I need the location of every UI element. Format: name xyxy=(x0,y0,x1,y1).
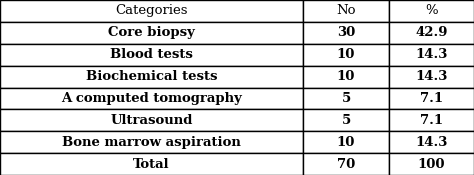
Text: 7.1: 7.1 xyxy=(420,114,443,127)
Text: 14.3: 14.3 xyxy=(415,70,447,83)
Text: 100: 100 xyxy=(418,158,445,171)
Bar xyxy=(0,131,303,153)
Text: Categories: Categories xyxy=(116,4,188,18)
Text: 7.1: 7.1 xyxy=(420,92,443,105)
Bar xyxy=(303,66,389,88)
Bar xyxy=(389,131,474,153)
Text: 42.9: 42.9 xyxy=(415,26,447,39)
Bar xyxy=(0,0,303,22)
Bar xyxy=(0,109,303,131)
Text: 14.3: 14.3 xyxy=(415,48,447,61)
Bar xyxy=(389,0,474,22)
Bar xyxy=(0,22,303,44)
Text: Ultrasound: Ultrasound xyxy=(110,114,193,127)
Text: Blood tests: Blood tests xyxy=(110,48,193,61)
Bar xyxy=(389,66,474,88)
Text: Biochemical tests: Biochemical tests xyxy=(86,70,218,83)
Bar xyxy=(389,44,474,66)
Text: Core biopsy: Core biopsy xyxy=(108,26,195,39)
Text: 5: 5 xyxy=(341,114,351,127)
Bar xyxy=(303,44,389,66)
Text: 10: 10 xyxy=(337,70,355,83)
Bar xyxy=(303,131,389,153)
Bar xyxy=(0,44,303,66)
Bar xyxy=(0,153,303,175)
Bar xyxy=(0,66,303,88)
Bar xyxy=(389,22,474,44)
Text: 14.3: 14.3 xyxy=(415,136,447,149)
Text: 5: 5 xyxy=(341,92,351,105)
Text: 10: 10 xyxy=(337,48,355,61)
Bar xyxy=(303,22,389,44)
Text: %: % xyxy=(425,4,438,18)
Text: A computed tomography: A computed tomography xyxy=(61,92,242,105)
Text: No: No xyxy=(336,4,356,18)
Text: Total: Total xyxy=(133,158,170,171)
Bar xyxy=(303,88,389,109)
Bar xyxy=(303,0,389,22)
Bar xyxy=(389,109,474,131)
Bar xyxy=(303,153,389,175)
Bar xyxy=(303,109,389,131)
Text: 70: 70 xyxy=(337,158,355,171)
Text: 10: 10 xyxy=(337,136,355,149)
Text: Bone marrow aspiration: Bone marrow aspiration xyxy=(62,136,241,149)
Text: 30: 30 xyxy=(337,26,355,39)
Bar xyxy=(0,88,303,109)
Bar xyxy=(389,153,474,175)
Bar xyxy=(389,88,474,109)
